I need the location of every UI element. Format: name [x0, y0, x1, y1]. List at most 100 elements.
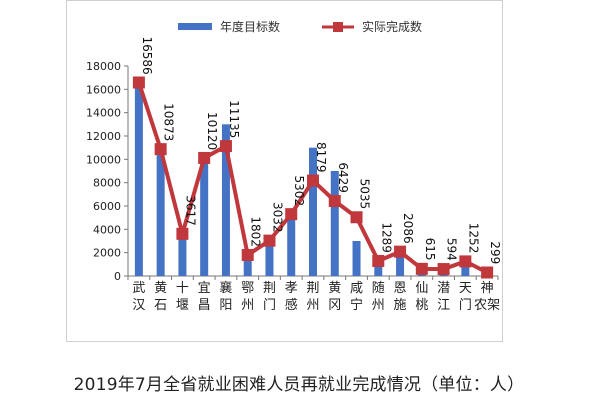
- bar: [200, 157, 209, 276]
- legend-line-label: 实际完成数: [362, 19, 422, 34]
- y-tick-label: 18000: [86, 60, 121, 73]
- y-tick-label: 6000: [93, 200, 121, 213]
- data-label: 2086: [401, 213, 415, 244]
- line-marker: [437, 263, 450, 276]
- legend-bar-swatch: [178, 23, 212, 30]
- y-tick-label: 2000: [93, 247, 121, 260]
- legend-line-marker: [333, 22, 343, 32]
- data-label: 594: [445, 238, 459, 261]
- y-tick-label: 0: [114, 270, 121, 283]
- chart-caption: 2019年7月全省就业困难人员再就业完成情况（单位：人）: [73, 375, 525, 395]
- y-tick-label: 12000: [86, 130, 121, 143]
- x-tick-label: 州: [241, 298, 254, 313]
- legend: 年度目标数 实际完成数: [178, 19, 422, 34]
- x-tick-label: 宜: [198, 281, 211, 296]
- line-marker: [285, 208, 298, 221]
- x-tick-label: 感: [285, 297, 298, 313]
- x-tick-label: 荆: [263, 280, 276, 296]
- y-tick-label: 4000: [93, 223, 121, 236]
- x-tick-label: 桃: [415, 298, 428, 313]
- line-marker: [328, 194, 341, 207]
- x-tick-label: 门: [459, 298, 472, 313]
- y-tick-label: 8000: [93, 177, 121, 190]
- data-label: 5035: [358, 179, 372, 210]
- data-label: 3032: [270, 202, 284, 233]
- line-marker: [241, 248, 254, 261]
- x-tick-label: 门: [263, 298, 276, 313]
- data-label: 299: [488, 241, 502, 264]
- bar: [461, 261, 470, 276]
- x-tick-label: 昌: [198, 298, 211, 313]
- line-series: [132, 76, 494, 279]
- x-tick-label: 冈: [328, 298, 341, 313]
- bar: [330, 171, 339, 276]
- x-tick-label: 咸: [350, 281, 363, 296]
- data-label: 3617: [183, 195, 197, 226]
- data-label: 6429: [336, 162, 350, 193]
- x-tick-label: 襄: [219, 280, 232, 296]
- data-label: 10873: [162, 103, 176, 141]
- x-tick-label: 州: [306, 298, 319, 313]
- data-label: 1289: [379, 222, 393, 253]
- x-tick-label: 十: [176, 281, 189, 296]
- line-marker: [307, 174, 319, 187]
- legend-bar-label: 年度目标数: [220, 19, 280, 34]
- bar: [309, 147, 317, 276]
- y-axis: 0 2000 4000 6000 8000 10000 12000 14000 16000 180…: [86, 60, 129, 283]
- line-marker: [350, 211, 363, 224]
- bar: [156, 149, 165, 276]
- data-label: 615: [423, 238, 437, 261]
- x-tick-label: 鄂: [241, 281, 254, 296]
- x-tick-label: 随: [372, 281, 385, 296]
- data-label: 5302: [292, 176, 306, 207]
- data-label: 1252: [466, 223, 480, 254]
- x-tick-label: 阳: [219, 298, 232, 313]
- bar: [265, 240, 274, 276]
- x-tick-label: 宁: [350, 297, 363, 313]
- x-tick-label: 石: [154, 298, 167, 313]
- line-marker: [415, 262, 428, 275]
- bar: [374, 260, 383, 276]
- x-tick-label: 黄: [154, 281, 167, 296]
- line-marker: [176, 227, 189, 240]
- bar: [134, 82, 143, 276]
- data-label: 8179: [314, 142, 328, 173]
- x-tick-label: 农架: [474, 298, 500, 313]
- line-marker: [132, 76, 145, 89]
- x-tick-label: 江: [437, 298, 450, 313]
- y-tick-label: 16000: [86, 83, 121, 96]
- x-tick-label: 黄: [328, 281, 341, 296]
- x-tick-label: 汉: [132, 298, 145, 313]
- line-marker: [459, 255, 472, 268]
- line-marker: [481, 266, 494, 279]
- x-tick-label: 荆: [306, 280, 319, 296]
- x-tick-label: 施: [394, 298, 407, 313]
- x-tick-label: 武: [132, 281, 145, 296]
- data-label: 1802: [249, 216, 263, 247]
- bar: [178, 233, 187, 276]
- line-marker: [219, 140, 232, 153]
- x-tick-label: 恩: [394, 281, 407, 296]
- data-label: 11135: [227, 100, 241, 138]
- bar: [396, 251, 405, 276]
- line-marker: [154, 143, 167, 156]
- bar: [243, 254, 252, 276]
- bar: [352, 241, 361, 276]
- y-tick-label: 10000: [86, 153, 121, 166]
- bar: [221, 124, 230, 276]
- line-marker: [263, 234, 276, 247]
- x-tick-label: 堰: [176, 298, 189, 313]
- bar-series: [134, 82, 492, 276]
- data-label: 16586: [140, 36, 154, 74]
- line-marker: [198, 151, 211, 164]
- line-marker: [372, 254, 385, 267]
- data-labels: 16586 10873 3617 10120 11135 1802 3032 5302 8179…: [140, 36, 502, 264]
- y-tick-label: 14000: [86, 107, 121, 120]
- x-tick-label: 仙: [415, 281, 428, 296]
- x-tick-label: 孝: [285, 281, 298, 296]
- x-tick-label: 天: [459, 281, 472, 296]
- x-tick-label: 潜: [437, 281, 450, 296]
